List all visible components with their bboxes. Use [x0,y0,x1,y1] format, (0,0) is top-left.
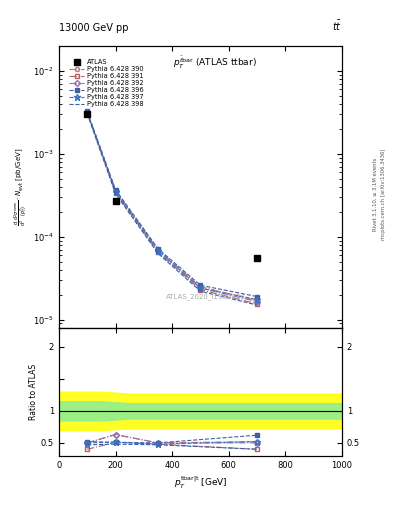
X-axis label: $p^{\mathrm{tbar}|\mathrm{t}}_T$ [GeV]: $p^{\mathrm{tbar}|\mathrm{t}}_T$ [GeV] [174,475,227,492]
Text: ATLAS_2020_I1901434: ATLAS_2020_I1901434 [166,293,246,300]
Text: Rivet 3.1.10, ≥ 3.1M events: Rivet 3.1.10, ≥ 3.1M events [373,158,378,231]
Text: $t\bar{t}$: $t\bar{t}$ [332,19,342,33]
Text: 13000 GeV pp: 13000 GeV pp [59,23,129,33]
Y-axis label: Ratio to ATLAS: Ratio to ATLAS [29,364,38,420]
Y-axis label: $\frac{\mathrm{d}}{\mathrm{d}^2}\frac{\mathrm{d}^2\sigma^{\mathrm{norm}}}{(p_T^T: $\frac{\mathrm{d}}{\mathrm{d}^2}\frac{\m… [13,148,30,226]
Text: $p_T^{\bar{t}\mathrm{bar}}$ (ATLAS ttbar): $p_T^{\bar{t}\mathrm{bar}}$ (ATLAS ttbar… [173,55,257,71]
Legend: ATLAS, Pythia 6.428 390, Pythia 6.428 391, Pythia 6.428 392, Pythia 6.428 396, P: ATLAS, Pythia 6.428 390, Pythia 6.428 39… [68,58,145,109]
Text: mcplots.cern.ch [arXiv:1306.3436]: mcplots.cern.ch [arXiv:1306.3436] [381,149,386,240]
